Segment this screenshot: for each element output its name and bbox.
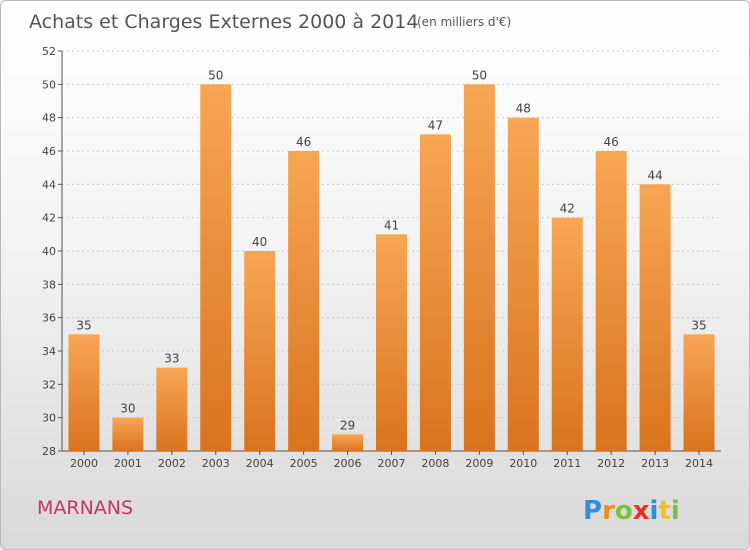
logo-letter: i bbox=[671, 496, 680, 526]
data-label: 41 bbox=[384, 218, 399, 232]
bar-2003 bbox=[200, 84, 232, 451]
x-tick-label: 2005 bbox=[290, 457, 318, 470]
x-tick-label: 2009 bbox=[465, 457, 493, 470]
chart-subtitle: (en milliers d'€) bbox=[417, 15, 511, 29]
x-tick-label: 2010 bbox=[509, 457, 537, 470]
bar-2007 bbox=[376, 234, 407, 451]
data-label: 46 bbox=[296, 135, 311, 149]
x-tick-label: 2007 bbox=[378, 457, 406, 470]
y-tick-label: 30 bbox=[42, 412, 56, 425]
logo-letter: r bbox=[602, 496, 615, 526]
y-tick-label: 34 bbox=[42, 345, 56, 358]
x-tick-label: 2011 bbox=[553, 457, 581, 470]
data-label: 40 bbox=[252, 235, 267, 249]
y-tick-label: 52 bbox=[42, 45, 56, 58]
logo-letter: x bbox=[633, 496, 650, 526]
bars bbox=[68, 84, 715, 452]
data-label: 42 bbox=[560, 202, 575, 216]
proxiti-logo: Proxiti bbox=[583, 496, 680, 526]
y-tick-label: 38 bbox=[42, 278, 56, 291]
x-tick-label: 2000 bbox=[70, 457, 98, 470]
data-label: 33 bbox=[164, 352, 179, 366]
city-name: MARNANS bbox=[37, 497, 133, 519]
logo-letter: P bbox=[583, 496, 602, 526]
y-tick-label: 50 bbox=[42, 78, 56, 91]
data-label: 47 bbox=[428, 118, 443, 132]
bar-2011 bbox=[551, 217, 583, 451]
x-tick-label: 2013 bbox=[641, 457, 669, 470]
x-tick-label: 2001 bbox=[114, 457, 142, 470]
x-tick-label: 2002 bbox=[158, 457, 186, 470]
bar-2005 bbox=[288, 151, 320, 451]
data-label: 29 bbox=[340, 418, 355, 432]
bar-2000 bbox=[68, 334, 100, 451]
x-tick-label: 2006 bbox=[334, 457, 362, 470]
chart-title: Achats et Charges Externes 2000 à 2014 bbox=[29, 11, 418, 33]
x-tick-label: 2008 bbox=[421, 457, 449, 470]
logo-letter: o bbox=[615, 496, 633, 526]
x-tick-label: 2014 bbox=[685, 457, 713, 470]
bar-2002 bbox=[156, 367, 188, 451]
bar-2008 bbox=[419, 134, 451, 452]
y-tick-label: 42 bbox=[42, 212, 56, 225]
y-tick-label: 36 bbox=[42, 312, 56, 325]
data-label: 50 bbox=[472, 68, 487, 82]
x-tick-label: 2003 bbox=[202, 457, 230, 470]
y-tick-label: 46 bbox=[42, 145, 56, 158]
y-tick-label: 48 bbox=[42, 112, 56, 125]
logo-letter: i bbox=[650, 496, 659, 526]
logo-letter: t bbox=[658, 496, 670, 526]
bar-2006 bbox=[332, 434, 364, 451]
bar-2001 bbox=[112, 417, 144, 451]
data-label: 35 bbox=[76, 318, 91, 332]
labels: 2000 35 2001 30 2002 33 2003 50 2004 40 2005 46 2006… bbox=[70, 68, 713, 470]
bar-2013 bbox=[639, 184, 671, 452]
data-label: 44 bbox=[647, 168, 662, 182]
y-tick-label: 40 bbox=[42, 245, 56, 258]
x-tick-label: 2004 bbox=[246, 457, 274, 470]
bar-2009 bbox=[463, 84, 495, 451]
data-label: 46 bbox=[604, 135, 619, 149]
y-tick-label: 32 bbox=[42, 378, 56, 391]
data-label: 30 bbox=[120, 402, 135, 416]
y-tick-label: 28 bbox=[42, 445, 56, 458]
data-label: 50 bbox=[208, 68, 223, 82]
bar-2010 bbox=[507, 117, 539, 452]
data-label: 35 bbox=[691, 318, 706, 332]
x-tick-label: 2012 bbox=[597, 457, 625, 470]
y-tick-label: 44 bbox=[42, 178, 56, 191]
bar-2012 bbox=[595, 151, 627, 451]
bar-2004 bbox=[244, 251, 276, 451]
bar-2014 bbox=[683, 334, 715, 451]
data-label: 48 bbox=[516, 102, 531, 116]
